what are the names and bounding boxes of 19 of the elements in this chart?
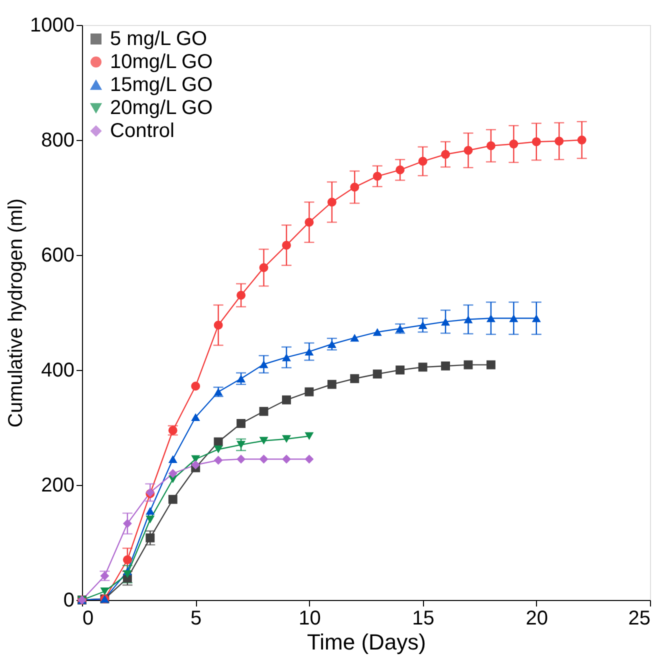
legend-label: 5 mg/L GO [110,28,208,50]
x-tick-label: 5 [190,608,202,630]
y-tick-label: 0 [63,590,74,612]
legend-label: 10mg/L GO [110,51,213,73]
y-tick-label: 600 [41,244,74,266]
y-axis-title: Cumulative hydrogen (ml) [5,198,28,428]
legend-label: 20mg/L GO [110,97,213,119]
legend-label: Control [110,120,174,142]
y-tick-label: 400 [41,360,74,382]
x-axis-title: Time (Days) [307,630,426,654]
y-tick-label: 800 [41,130,74,152]
x-tick-label: 10 [298,608,321,630]
x-tick-label: 20 [526,608,548,630]
y-tick-label: 200 [41,474,74,496]
x-tick-label: 25 [628,608,650,630]
x-tick-label: 0 [82,608,94,630]
legend-label: 15mg/L GO [110,74,213,96]
x-tick-label: 15 [412,608,434,630]
y-tick-label: 1000 [30,14,74,36]
